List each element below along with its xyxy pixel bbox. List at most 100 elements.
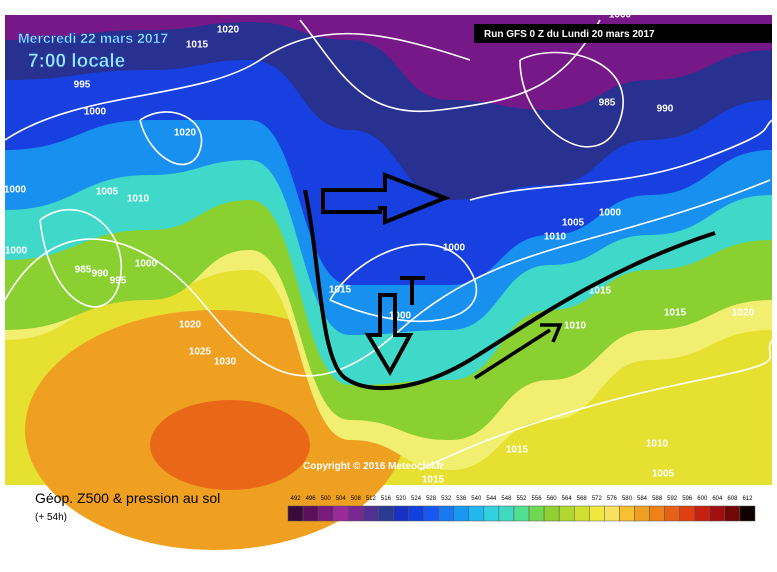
- isobar-label: 1020: [732, 308, 755, 319]
- isobar: [469, 119, 773, 201]
- scale-label: 588: [652, 496, 663, 502]
- scale-label: 552: [516, 496, 527, 502]
- isobar-label: 1030: [214, 357, 237, 368]
- scale-label: 544: [486, 496, 497, 502]
- isobar: [4, 32, 471, 141]
- scale-swatch: [332, 505, 349, 522]
- scale-swatch: [664, 505, 680, 522]
- marker: [400, 276, 425, 305]
- scale-swatch: [589, 505, 605, 522]
- scale-swatch: [423, 505, 439, 522]
- isobar-label: 1000: [443, 243, 466, 254]
- isobar-label: 1020: [179, 320, 202, 331]
- isobar-label: 1015: [186, 40, 209, 51]
- scale-swatch: [543, 505, 560, 522]
- isobar-label: 990: [92, 269, 109, 280]
- isobar-label: 985: [75, 265, 92, 276]
- isobar-label: 1000: [84, 107, 107, 118]
- scale-label: 608: [727, 496, 738, 502]
- isobar-label: 1000: [135, 259, 158, 270]
- scale-label: 532: [441, 496, 452, 502]
- scale-label: 548: [501, 496, 512, 502]
- isobar-label: 1020: [174, 128, 197, 139]
- arrow-east: [321, 172, 451, 225]
- time-text: 7:00 locale: [28, 51, 125, 72]
- arrow-south: [364, 293, 414, 377]
- scale-swatch: [679, 505, 695, 522]
- run-box: [474, 24, 772, 43]
- isobar-label: 1015: [506, 445, 529, 456]
- scale-swatch: [348, 505, 364, 522]
- scale-label: 592: [667, 496, 678, 502]
- arrow-ne: [474, 323, 563, 380]
- isobar: [39, 208, 123, 308]
- scale-swatch: [604, 505, 620, 522]
- isobar-label: 1010: [544, 232, 567, 243]
- scale-swatch: [438, 505, 454, 522]
- scale-label: 508: [351, 496, 362, 502]
- isobar: [4, 179, 771, 377]
- isobar-label: 1000: [389, 311, 412, 322]
- scale-swatch: [513, 505, 530, 522]
- isobar-label: 1000: [4, 185, 27, 196]
- scale-swatch: [619, 505, 635, 522]
- scale-label: 600: [697, 496, 708, 502]
- isobar-label: 1015: [664, 308, 687, 319]
- scale-swatch: [468, 505, 485, 522]
- scale-swatch: [453, 505, 470, 522]
- scale-swatch: [408, 505, 424, 522]
- isobar-label: 1010: [646, 439, 669, 450]
- scale-label: 536: [456, 496, 467, 502]
- scale-swatch: [393, 505, 409, 522]
- scale-label: 528: [426, 496, 437, 502]
- isobar-label: 990: [657, 104, 674, 115]
- scale-swatch: [498, 505, 515, 522]
- scale-swatch: [739, 505, 756, 522]
- scale-label: 540: [471, 496, 482, 502]
- trough-line: [303, 189, 716, 391]
- scale-label: 576: [607, 496, 618, 502]
- scale-swatch: [483, 505, 500, 522]
- isobar-label: 1015: [422, 475, 445, 486]
- scale-swatch: [709, 505, 726, 522]
- scale-label: 572: [592, 496, 603, 502]
- scale-swatch: [649, 505, 665, 522]
- scale-label: 604: [712, 496, 723, 502]
- isobar-label: 995: [110, 276, 127, 287]
- isobar: [329, 243, 478, 323]
- isobar-label: 1015: [329, 285, 352, 296]
- isobar: [139, 111, 203, 166]
- scale-swatch: [724, 505, 741, 522]
- scale-label: 564: [562, 496, 573, 502]
- scale-label: 504: [336, 496, 347, 502]
- isobar-label: 1005: [652, 469, 675, 480]
- scale-swatch: [302, 505, 319, 522]
- scale-label: 516: [381, 496, 392, 502]
- scale-swatch: [317, 505, 334, 522]
- scale-label: 520: [396, 496, 407, 502]
- warm-core: [150, 400, 310, 490]
- scale-swatch: [694, 505, 711, 522]
- color-scale: 492 496 500 504 508 512 516 520 524 528 532 536 540 5…: [287, 496, 756, 522]
- scale-label: 512: [366, 496, 377, 502]
- footer-lead: (+ 54h): [35, 512, 67, 523]
- scale-swatch: [634, 505, 650, 522]
- isobar-label: 1020: [217, 25, 240, 36]
- isobar-label: 1010: [127, 194, 150, 205]
- scale-label: 596: [682, 496, 693, 502]
- isobar-label: 1005: [562, 218, 585, 229]
- scale-label: 556: [532, 496, 543, 502]
- run-text: Run GFS 0 Z du Lundi 20 mars 2017: [484, 29, 655, 40]
- scale-label: 580: [622, 496, 633, 502]
- scale-swatch: [287, 505, 304, 522]
- isobar-label: 995: [74, 80, 91, 91]
- footer-title: Géop. Z500 & pression au sol: [35, 490, 220, 506]
- scale-label: 500: [321, 496, 332, 502]
- isobar-label: 1005: [96, 187, 119, 198]
- scale-label: 524: [411, 496, 422, 502]
- isobar-label: 1010: [564, 321, 587, 332]
- scale-swatch: [528, 505, 545, 522]
- scale-label: 560: [547, 496, 558, 502]
- isobar-label: 1025: [189, 347, 212, 358]
- isobar: [299, 19, 601, 113]
